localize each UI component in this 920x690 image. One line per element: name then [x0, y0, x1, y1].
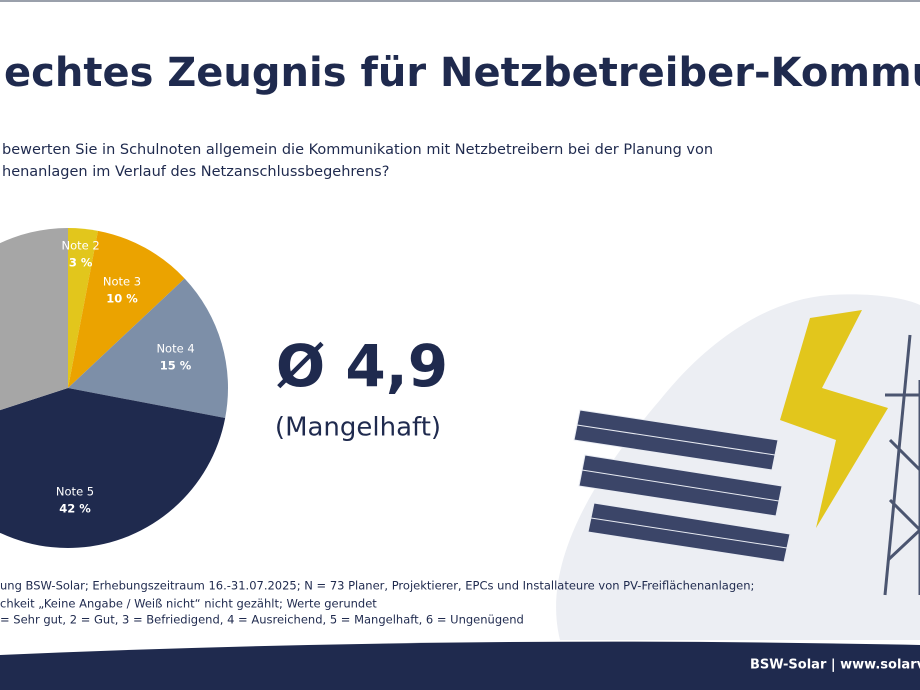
slice-value-label: 42 % — [59, 501, 91, 515]
background-blob — [556, 294, 920, 640]
note: chkeit „Keine Angabe / Weiß nicht“ nicht… — [0, 597, 377, 611]
footer: BSW-Solar | www.solarv — [750, 658, 920, 673]
slice-value-label: 15 % — [160, 358, 192, 372]
title: echtes Zeugnis für Netzbetreiber-Kommuni… — [4, 50, 920, 96]
subtitle: bewerten Sie in Schulnoten allgemein die… — [2, 142, 713, 158]
average: Ø 4,9 — [276, 332, 448, 400]
pylon — [883, 334, 920, 596]
slice-value-label: 3 % — [69, 256, 93, 270]
pie-slice — [68, 230, 185, 388]
slice-label: Note 4 — [156, 341, 194, 355]
pie-slice — [68, 228, 98, 388]
pie-slice — [0, 228, 68, 411]
pie-slice — [0, 388, 226, 548]
note: ung BSW-Solar; Erhebungszeitraum 16.-31.… — [0, 579, 754, 593]
pie-slice — [68, 278, 228, 418]
lightning-bolt — [780, 310, 888, 528]
average-rating: (Mangelhaft) — [275, 413, 441, 443]
slice-label: Note 2 — [62, 239, 100, 253]
subtitle: henanlagen im Verlauf des Netzanschlussb… — [2, 164, 389, 180]
panel-grid — [576, 424, 788, 549]
slice-label: Note 5 — [56, 484, 94, 498]
footer-band — [0, 641, 920, 690]
note: = Sehr gut, 2 = Gut, 3 = Befriedigend, 4… — [0, 613, 524, 627]
slice-label: Note 3 — [103, 274, 141, 288]
slice-value-label: 10 % — [106, 291, 138, 305]
top-rule — [0, 0, 920, 2]
